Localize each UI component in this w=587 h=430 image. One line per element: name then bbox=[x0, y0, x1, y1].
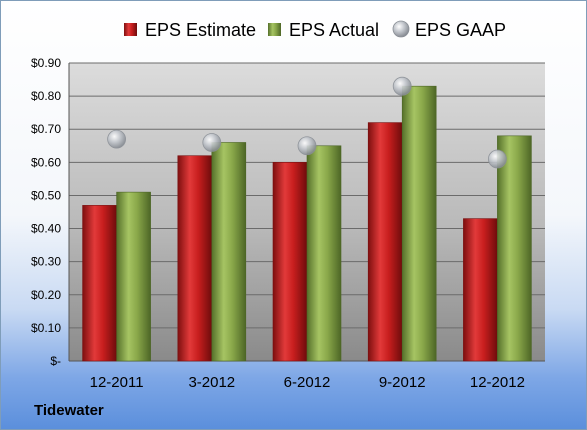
legend-label: EPS GAAP bbox=[415, 20, 506, 40]
x-category-label: 3-2012 bbox=[188, 374, 235, 391]
marker-eps-gaap bbox=[392, 76, 412, 96]
bar-eps-actual bbox=[116, 191, 151, 362]
legend-swatch bbox=[392, 20, 410, 38]
x-category-label: 6-2012 bbox=[284, 374, 331, 391]
marker-eps-gaap bbox=[202, 133, 222, 152]
marker-eps-gaap bbox=[107, 129, 126, 149]
y-tick-label: $0.60 bbox=[31, 155, 61, 169]
x-category-label: 12-2011 bbox=[90, 374, 144, 391]
bar-eps-estimate bbox=[367, 122, 403, 362]
company-name: Tidewater bbox=[34, 402, 104, 419]
x-category-label: 12-2012 bbox=[470, 374, 525, 391]
bar-eps-estimate bbox=[272, 162, 308, 362]
y-tick-label: $0.40 bbox=[31, 222, 61, 236]
legend-label: EPS Actual bbox=[289, 20, 379, 40]
bar-eps-estimate bbox=[177, 155, 213, 362]
y-tick-label: $0.10 bbox=[31, 321, 61, 335]
marker-eps-gaap bbox=[297, 136, 317, 156]
y-tick-label: $- bbox=[50, 354, 61, 368]
y-tick-label: $0.20 bbox=[31, 288, 61, 302]
y-tick-label: $0.50 bbox=[31, 188, 61, 202]
y-tick-label: $0.90 bbox=[31, 56, 61, 70]
bar-eps-actual bbox=[497, 135, 532, 362]
bar-eps-estimate bbox=[463, 218, 498, 362]
legend-label: EPS Estimate bbox=[145, 20, 256, 40]
y-tick-label: $0.70 bbox=[31, 122, 61, 136]
y-tick-label: $0.80 bbox=[31, 89, 61, 103]
bar-eps-actual bbox=[306, 145, 342, 362]
x-category-label: 9-2012 bbox=[379, 374, 426, 391]
bar-eps-actual bbox=[401, 85, 437, 362]
bar-eps-estimate bbox=[82, 205, 117, 362]
legend-swatch bbox=[124, 23, 137, 36]
bar-eps-actual bbox=[211, 142, 247, 362]
marker-eps-gaap bbox=[487, 149, 507, 169]
legend-swatch bbox=[268, 23, 281, 36]
y-tick-label: $0.30 bbox=[31, 255, 61, 269]
